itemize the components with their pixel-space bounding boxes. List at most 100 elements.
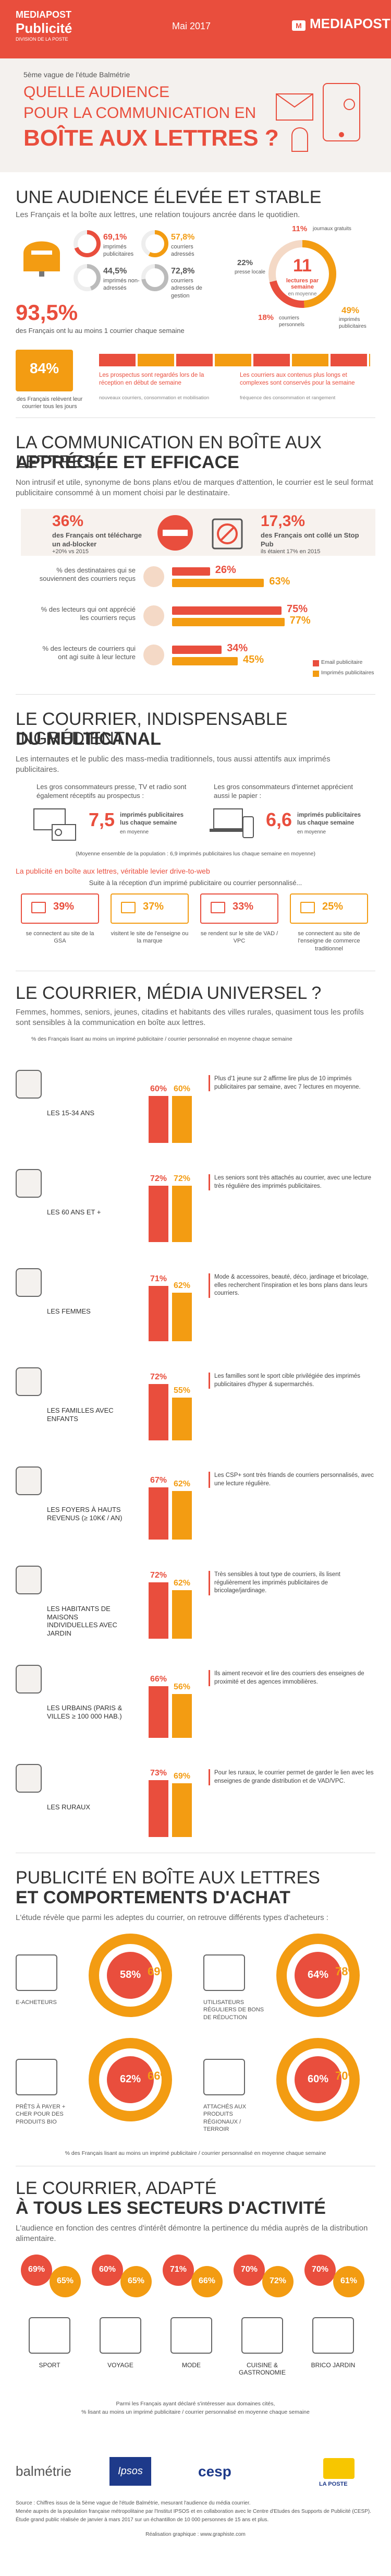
section-6-legend-2: % lisant au moins un imprimé publicitair… <box>81 2409 310 2415</box>
bar-imprimes-profile <box>149 1384 168 1440</box>
bar-email-value: 34% <box>227 642 248 654</box>
sector-imprimes-circle <box>92 2255 123 2286</box>
sector-courrier-value: 66% <box>198 2276 216 2285</box>
bar-imprimes <box>172 657 238 665</box>
profile-label: LES FAMILLES AVEC ENFANTS <box>47 1406 114 1423</box>
stat-personnels-pct: 18% <box>258 313 274 322</box>
sector-courrier-value: 65% <box>127 2276 145 2285</box>
stat-adblocker-label: des Français ont télécharge un ad-blocke… <box>52 531 142 548</box>
profile-label: LES FEMMES <box>47 1307 91 1315</box>
drive-to-web-pct: 39% <box>53 901 75 912</box>
profile-note: Très sensibles à tout type de courriers,… <box>209 1571 375 1595</box>
buyer-inner-circle <box>107 1952 154 1999</box>
left-consumers-sub: en moyenne <box>120 829 149 835</box>
bar-courrier-profile <box>172 1491 192 1540</box>
profile-icon <box>16 1665 42 1694</box>
ipsos-logo: Ipsos <box>109 2457 151 2486</box>
screen-icon <box>31 902 46 913</box>
stat-non-adresses-label: imprimés non-adressés <box>103 278 140 292</box>
buyer-imprimes-value: 64% <box>307 1969 329 1981</box>
profile-note: Ils aiment recevoir et lire des courrier… <box>209 1670 375 1687</box>
section-6-title-2: À TOUS LES SECTEURS D'ACTIVITÉ <box>16 2198 326 2218</box>
stat-weekly-readers-pct: 93,5% <box>16 300 78 325</box>
sector-courrier-circle <box>333 2266 364 2297</box>
right-consumers-heading: Les gros consommateurs d'internet appréc… <box>214 783 353 800</box>
legend-email: Email publicitaire <box>321 659 363 665</box>
design-credit: Réalisation graphique : www.graphiste.co… <box>145 2532 246 2537</box>
appreciation-row-label: % des lecteurs de courriers qui ont agi … <box>42 645 136 661</box>
stat-gestion-label: courriers adressés de gestion <box>171 278 202 299</box>
bar-courrier-profile <box>172 1186 192 1242</box>
section-5-subtitle: L'étude révèle que parmi les adeptes du … <box>16 1913 328 1922</box>
sector-icon <box>100 2317 141 2354</box>
stat-imprimes-pct: 69,1% <box>103 233 127 242</box>
bar-imprimes-profile-value: 73% <box>150 1768 167 1778</box>
stat-adblocker-compare: +20% vs 2015 <box>52 548 89 555</box>
legend-imprimes: Imprimés publicitaires <box>321 670 374 676</box>
sector-imprimes-circle <box>21 2255 52 2286</box>
profile-icon <box>16 1466 42 1495</box>
drive-to-web-card <box>290 893 368 924</box>
source-line-3: Étude grand public réalisée de janvier à… <box>16 2517 269 2523</box>
population-average-note: (Moyenne ensemble de la population : 6,9… <box>76 851 315 857</box>
bar-imprimes-value: 45% <box>243 654 264 665</box>
la-poste-logo: LA POSTE <box>319 2481 348 2487</box>
sector-imprimes-value: 71% <box>169 2265 187 2274</box>
stat-journaux-pct: 11% <box>292 224 308 233</box>
left-consumers-heading: Les gros consommateurs presse, TV et rad… <box>36 783 187 800</box>
drive-to-web-label: se connectent au site de la GSA <box>26 931 94 945</box>
bar-courrier-profile <box>172 1590 192 1639</box>
buyer-icon <box>203 1954 245 1991</box>
profile-note: Les familles sont le sport cible privilé… <box>209 1373 375 1389</box>
section-4-title: LE COURRIER, MÉDIA UNIVERSEL ? <box>16 983 322 1003</box>
sector-courrier-circle <box>191 2266 223 2297</box>
cesp-logo: cesp <box>198 2463 231 2479</box>
section-1-title: UNE AUDIENCE ÉLEVÉE ET STABLE <box>16 187 322 207</box>
stat-imprimes-label: imprimés publicitaires <box>103 244 134 258</box>
buyer-imprimes-value: 60% <box>307 2073 329 2085</box>
profile-note: Plus d'1 jeune sur 2 affirme lire plus d… <box>209 1075 375 1092</box>
section-2-title-1: LA COMMUNICATION EN BOÎTE AUX LETTRES, <box>16 433 322 472</box>
bar-courrier-profile-value: 69% <box>173 1771 191 1781</box>
bar-imprimes-value: 63% <box>269 576 290 587</box>
study-wave: 5ème vague de l'étude Balmétrie <box>23 70 130 79</box>
bar-imprimes-profile <box>149 1186 168 1242</box>
section-3-title-1: LE COURRIER, INDISPENSABLE INGRÉDIENT <box>16 709 288 749</box>
drive-to-web-pct: 33% <box>233 901 254 912</box>
profile-note: Pour les ruraux, le courrier permet de g… <box>209 1769 375 1786</box>
drive-to-web-label: visitent le site de l'enseigne ou la mar… <box>111 931 189 945</box>
profile-label: LES 15-34 ANS <box>47 1109 95 1117</box>
stat-daily-pct: 84% <box>29 360 59 376</box>
stat-personnels-label: courriers personnels <box>279 315 304 328</box>
bar-courrier-profile-value: 72% <box>173 1174 191 1183</box>
stat-stoppub-label: des Français ont collé un Stop Pub <box>261 531 359 548</box>
bar-courrier-profile <box>172 1397 192 1440</box>
drive-to-web-label: se connectent au site de l'enseigne de c… <box>298 931 360 952</box>
divider-2 <box>16 694 375 695</box>
section-5-title-2: ET COMPORTEMENTS D'ACHAT <box>16 1888 290 1907</box>
profile-icon <box>16 1268 42 1297</box>
balmetrie-logo: balmétrie <box>16 2463 71 2479</box>
stat-adblocker-pct: 36% <box>52 512 84 530</box>
sector-label: BRICO JARDIN <box>311 2362 356 2369</box>
bar-imprimes-profile-value: 66% <box>150 1675 167 1684</box>
bar-imprimes-profile-value: 60% <box>150 1084 167 1093</box>
buyer-courrier-value: 69% <box>147 1965 171 1978</box>
left-consumers-label: imprimés publicitaires lus chaque semain… <box>120 812 184 826</box>
profile-label: LES FOYERS À HAUTS REVENUS (≥ 10K€ / AN) <box>47 1506 123 1522</box>
mediapost-publicite-logo: MEDIAPOST Publicité DIVISION DE LA POSTE <box>16 9 72 42</box>
bar-courrier-profile <box>172 1694 192 1738</box>
section-6-title-1: LE COURRIER, ADAPTÉ <box>16 2178 217 2198</box>
profile-icon <box>16 1566 42 1594</box>
row-icon <box>143 566 164 587</box>
bar-imprimes-profile <box>149 1285 168 1341</box>
drive-to-web-pct: 25% <box>322 901 344 912</box>
drive-to-web-label: se rendent sur le site de VAD / VPC <box>200 931 278 945</box>
note-long-content: Les courriers aux contenus plus longs et… <box>240 372 355 386</box>
header: MEDIAPOST Publicité DIVISION DE LA POSTE… <box>0 0 391 172</box>
sector-courrier-value: 72% <box>269 2276 287 2285</box>
source-line-2: Menée auprès de la population française … <box>16 2509 371 2514</box>
donut-gestion <box>141 264 168 291</box>
profile-icon <box>16 1169 42 1198</box>
calendar-icon <box>16 350 73 391</box>
